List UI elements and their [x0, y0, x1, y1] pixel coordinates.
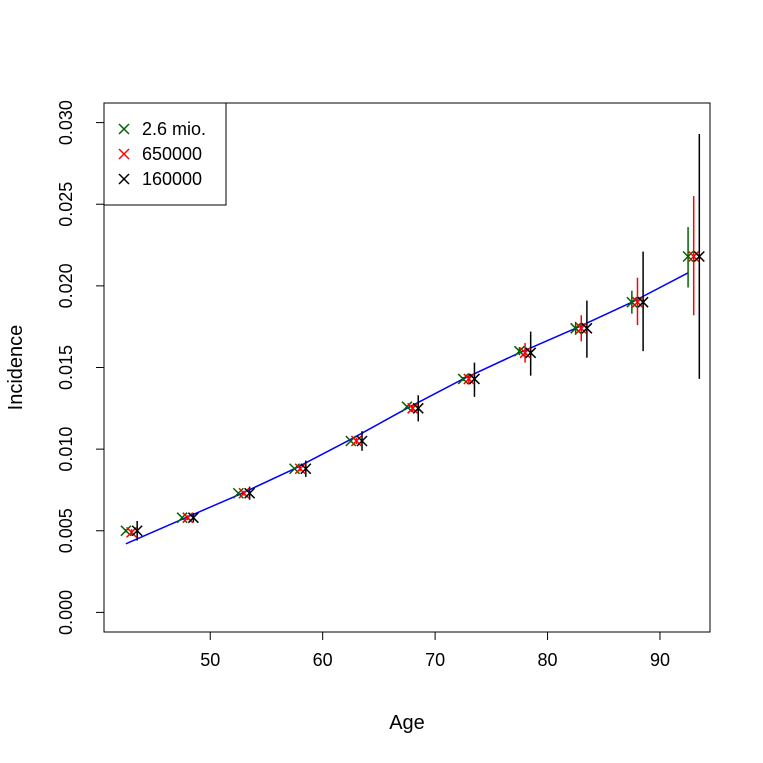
legend-marker: [118, 123, 130, 135]
data-point: [300, 463, 312, 475]
y-tick-label: 0.010: [56, 427, 76, 472]
data-point-stroke: [525, 347, 537, 359]
legend-label: 160000: [142, 169, 202, 189]
data-point: [131, 525, 143, 537]
x-tick-label: 80: [538, 650, 558, 670]
data-point: [244, 487, 256, 499]
y-tick-label: 0.025: [56, 182, 76, 227]
data-point: [468, 373, 480, 385]
legend-entry: 2.6 mio.: [118, 119, 206, 139]
data-point: [356, 435, 368, 447]
y-tick-label: 0.015: [56, 345, 76, 390]
data-point-stroke: [412, 402, 424, 414]
data-point-stroke: [581, 322, 593, 334]
legend-marker: [118, 173, 130, 185]
data-point-stroke: [356, 435, 368, 447]
y-tick-label: 0.030: [56, 100, 76, 145]
y-tick-label: 0.005: [56, 508, 76, 553]
data-point-stroke: [468, 373, 480, 385]
data-point: [525, 347, 537, 359]
y-axis-label: Incidence: [5, 325, 27, 411]
x-tick-label: 50: [200, 650, 220, 670]
legend-entry: 160000: [118, 169, 202, 189]
data-point: [187, 512, 199, 524]
x-tick-label: 90: [650, 650, 670, 670]
y-tick-label: 0.000: [56, 590, 76, 635]
data-point: [581, 322, 593, 334]
data-point: [412, 402, 424, 414]
fit-line-layer: [125, 272, 689, 545]
legend-label: 2.6 mio.: [142, 119, 206, 139]
legend-entry: 650000: [118, 144, 202, 164]
data-point-stroke: [401, 401, 413, 413]
legend-marker: [118, 148, 130, 160]
data-point-stroke: [300, 463, 312, 475]
data-point-stroke: [187, 512, 199, 524]
legend: 2.6 mio. 650000 160000: [103, 102, 227, 206]
axis-ticks: 50 60 70 80 90 0.000 0.005 0.010 0.015 0.020 0.025…: [56, 100, 670, 670]
data-point-stroke: [120, 525, 132, 537]
data-point-stroke: [693, 250, 705, 263]
x-axis-label: Age: [389, 712, 425, 734]
data-point: [637, 296, 649, 308]
x-tick-label: 60: [313, 650, 333, 670]
data-point: [693, 250, 705, 263]
y-tick-label: 0.020: [56, 263, 76, 308]
legend-label: 650000: [142, 144, 202, 164]
x-tick-label: 70: [425, 650, 445, 670]
marker-layer: [120, 250, 705, 538]
data-point-stroke: [131, 525, 143, 537]
data-point-stroke: [513, 345, 525, 357]
fit-line: [125, 272, 689, 545]
data-point-stroke: [244, 487, 256, 499]
plot-frame: [103, 102, 711, 633]
data-point-stroke: [637, 296, 649, 308]
